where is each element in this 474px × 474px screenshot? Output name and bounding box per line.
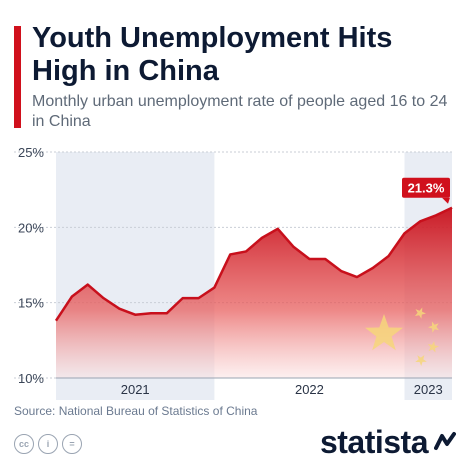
annotation-label: 21.3% — [408, 181, 445, 196]
annotation-pointer — [442, 197, 450, 204]
data-point — [324, 258, 326, 260]
chart-subtitle: Monthly urban unemployment rate of peopl… — [32, 93, 448, 130]
data-point — [118, 307, 120, 309]
data-point — [419, 220, 421, 222]
y-tick-label: 20% — [18, 220, 44, 235]
data-point — [134, 314, 136, 316]
license-icons: cc i = — [14, 434, 82, 454]
data-point — [245, 250, 247, 252]
flag-small-star-icon — [427, 341, 439, 353]
data-point — [387, 255, 389, 257]
data-point — [102, 297, 104, 299]
brand-name: statista — [319, 424, 429, 460]
x-year-label: 2023 — [414, 382, 443, 397]
data-point — [197, 297, 199, 299]
data-point — [261, 237, 263, 239]
y-tick-label: 10% — [18, 371, 44, 386]
data-point — [451, 207, 453, 209]
data-point — [166, 312, 168, 314]
x-year-label: 2021 — [121, 382, 150, 397]
flag-big-star-icon — [365, 314, 403, 351]
annotation-box — [402, 177, 450, 198]
data-point — [182, 297, 184, 299]
flag-small-star-icon — [428, 321, 439, 333]
data-point — [292, 246, 294, 248]
source-note: Source: National Bureau of Statistics of… — [14, 404, 258, 418]
no-derivatives-icon[interactable]: = — [62, 434, 82, 454]
data-point — [71, 295, 73, 297]
area-fill — [56, 207, 452, 378]
data-point — [403, 232, 405, 234]
data-point — [340, 270, 342, 272]
data-point — [86, 283, 88, 285]
y-tick-label: 15% — [18, 296, 44, 311]
data-point — [435, 214, 437, 216]
line-chart: 10% 15% 20% 25% 2021 2022 2023 21.3% — [14, 145, 453, 400]
y-tick-label: 25% — [18, 145, 44, 160]
flag-small-star-icon — [415, 355, 427, 366]
x-year-label: 2022 — [295, 382, 324, 397]
data-point — [150, 312, 152, 314]
data-point — [372, 267, 374, 269]
attribution-icon[interactable]: i — [38, 434, 58, 454]
flag-small-star-icon — [414, 307, 426, 319]
data-point — [308, 258, 310, 260]
data-point — [229, 253, 231, 255]
chart-title: Youth Unemployment Hits High in China — [32, 22, 393, 87]
statista-mark-icon — [434, 432, 456, 450]
title-accent-bar — [14, 26, 21, 128]
data-point — [213, 286, 215, 288]
data-point — [277, 228, 279, 230]
data-point — [356, 276, 358, 278]
cc-icon[interactable]: cc — [14, 434, 34, 454]
series-line — [54, 206, 453, 322]
data-point — [55, 320, 57, 322]
statista-logo[interactable]: statista — [320, 424, 456, 460]
